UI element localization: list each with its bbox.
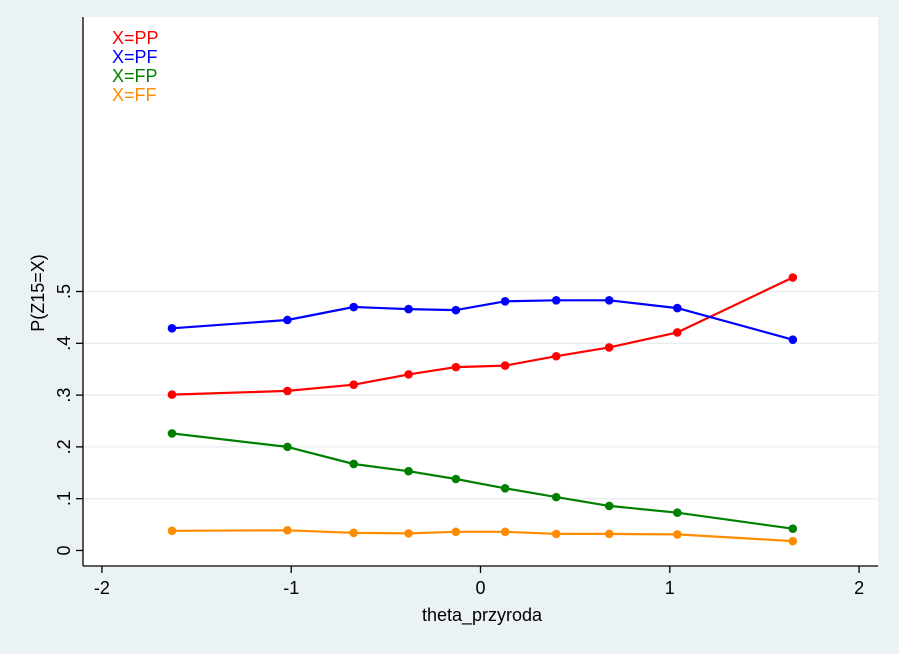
legend: X=PP X=PF X=FP X=FF (112, 28, 159, 105)
data-point-x-pp (500, 361, 510, 370)
data-point-x-fp (788, 524, 798, 534)
series-line-x-pf (171, 299, 794, 341)
data-point-x-pp (167, 390, 177, 399)
data-point-x-ff (404, 529, 413, 538)
y-tick-label: .4 (54, 336, 74, 351)
grid-lines (83, 290, 878, 500)
legend-entry-fp: X=FP (112, 66, 158, 86)
data-point-x-fp (404, 466, 413, 476)
data-point-x-pf (167, 323, 177, 333)
data-point-x-ff (551, 529, 561, 539)
legend-entry-pp: X=PP (112, 28, 159, 48)
data-point-x-pf (349, 302, 358, 312)
data-point-x-fp (604, 501, 614, 511)
data-point-x-pp (283, 386, 292, 396)
x-tick-label: 1 (665, 578, 675, 598)
data-point-x-ff (500, 527, 510, 537)
data-point-x-pf (551, 296, 561, 305)
data-point-x-pp (673, 328, 682, 337)
y-tick-label: .2 (54, 439, 74, 454)
y-tick-label: 0 (54, 545, 74, 555)
data-point-x-pf (673, 303, 682, 313)
series-line-x-pp (171, 276, 794, 396)
data-point-x-pf (604, 296, 614, 305)
legend-entry-ff: X=FF (112, 85, 157, 105)
data-point-x-fp (349, 459, 358, 469)
y-ticks: 0 .1 .2 .3 .4 .5 (54, 284, 83, 555)
data-point-x-pf (283, 315, 292, 325)
y-tick-label: .3 (54, 388, 74, 403)
series-x-ff (167, 525, 798, 546)
x-axis-title: theta_przyroda (422, 605, 543, 626)
series-layer (167, 273, 798, 546)
data-point-x-ff (167, 526, 177, 536)
data-point-x-pf (404, 304, 413, 314)
data-point-x-ff (349, 528, 358, 538)
data-point-x-fp (167, 429, 177, 438)
x-tick-label: 0 (475, 578, 485, 598)
data-point-x-pp (604, 343, 614, 352)
series-x-fp (167, 429, 798, 534)
series-x-pf (167, 296, 798, 344)
data-point-x-fp (451, 474, 461, 484)
x-ticks: -2 -1 0 1 2 (94, 566, 864, 598)
data-point-x-fp (500, 484, 510, 493)
data-point-x-pf (500, 297, 510, 306)
y-axis-title: P(Z15=X) (28, 254, 48, 332)
data-point-x-fp (673, 508, 682, 517)
data-point-x-ff (788, 536, 798, 546)
series-line-x-ff (171, 529, 793, 543)
data-point-x-fp (283, 442, 292, 452)
x-tick-label: 2 (854, 578, 864, 598)
data-point-x-pp (788, 273, 798, 282)
data-point-x-pp (404, 370, 413, 379)
series-x-pp (167, 273, 798, 399)
data-point-x-ff (604, 529, 614, 539)
data-point-x-pp (349, 380, 358, 390)
x-tick-label: -2 (94, 578, 110, 598)
data-point-x-pp (451, 362, 461, 372)
y-tick-label: .1 (54, 491, 74, 506)
data-point-x-ff (451, 527, 461, 537)
data-point-x-pf (788, 335, 798, 344)
y-tick-label: .5 (54, 284, 74, 299)
x-tick-label: -1 (283, 578, 299, 598)
data-point-x-pp (551, 351, 561, 361)
series-line-x-fp (171, 432, 793, 530)
data-point-x-pf (451, 305, 461, 315)
data-point-x-fp (551, 492, 561, 502)
data-point-x-ff (673, 530, 682, 539)
data-point-x-ff (283, 525, 292, 535)
legend-entry-pf: X=PF (112, 47, 158, 67)
